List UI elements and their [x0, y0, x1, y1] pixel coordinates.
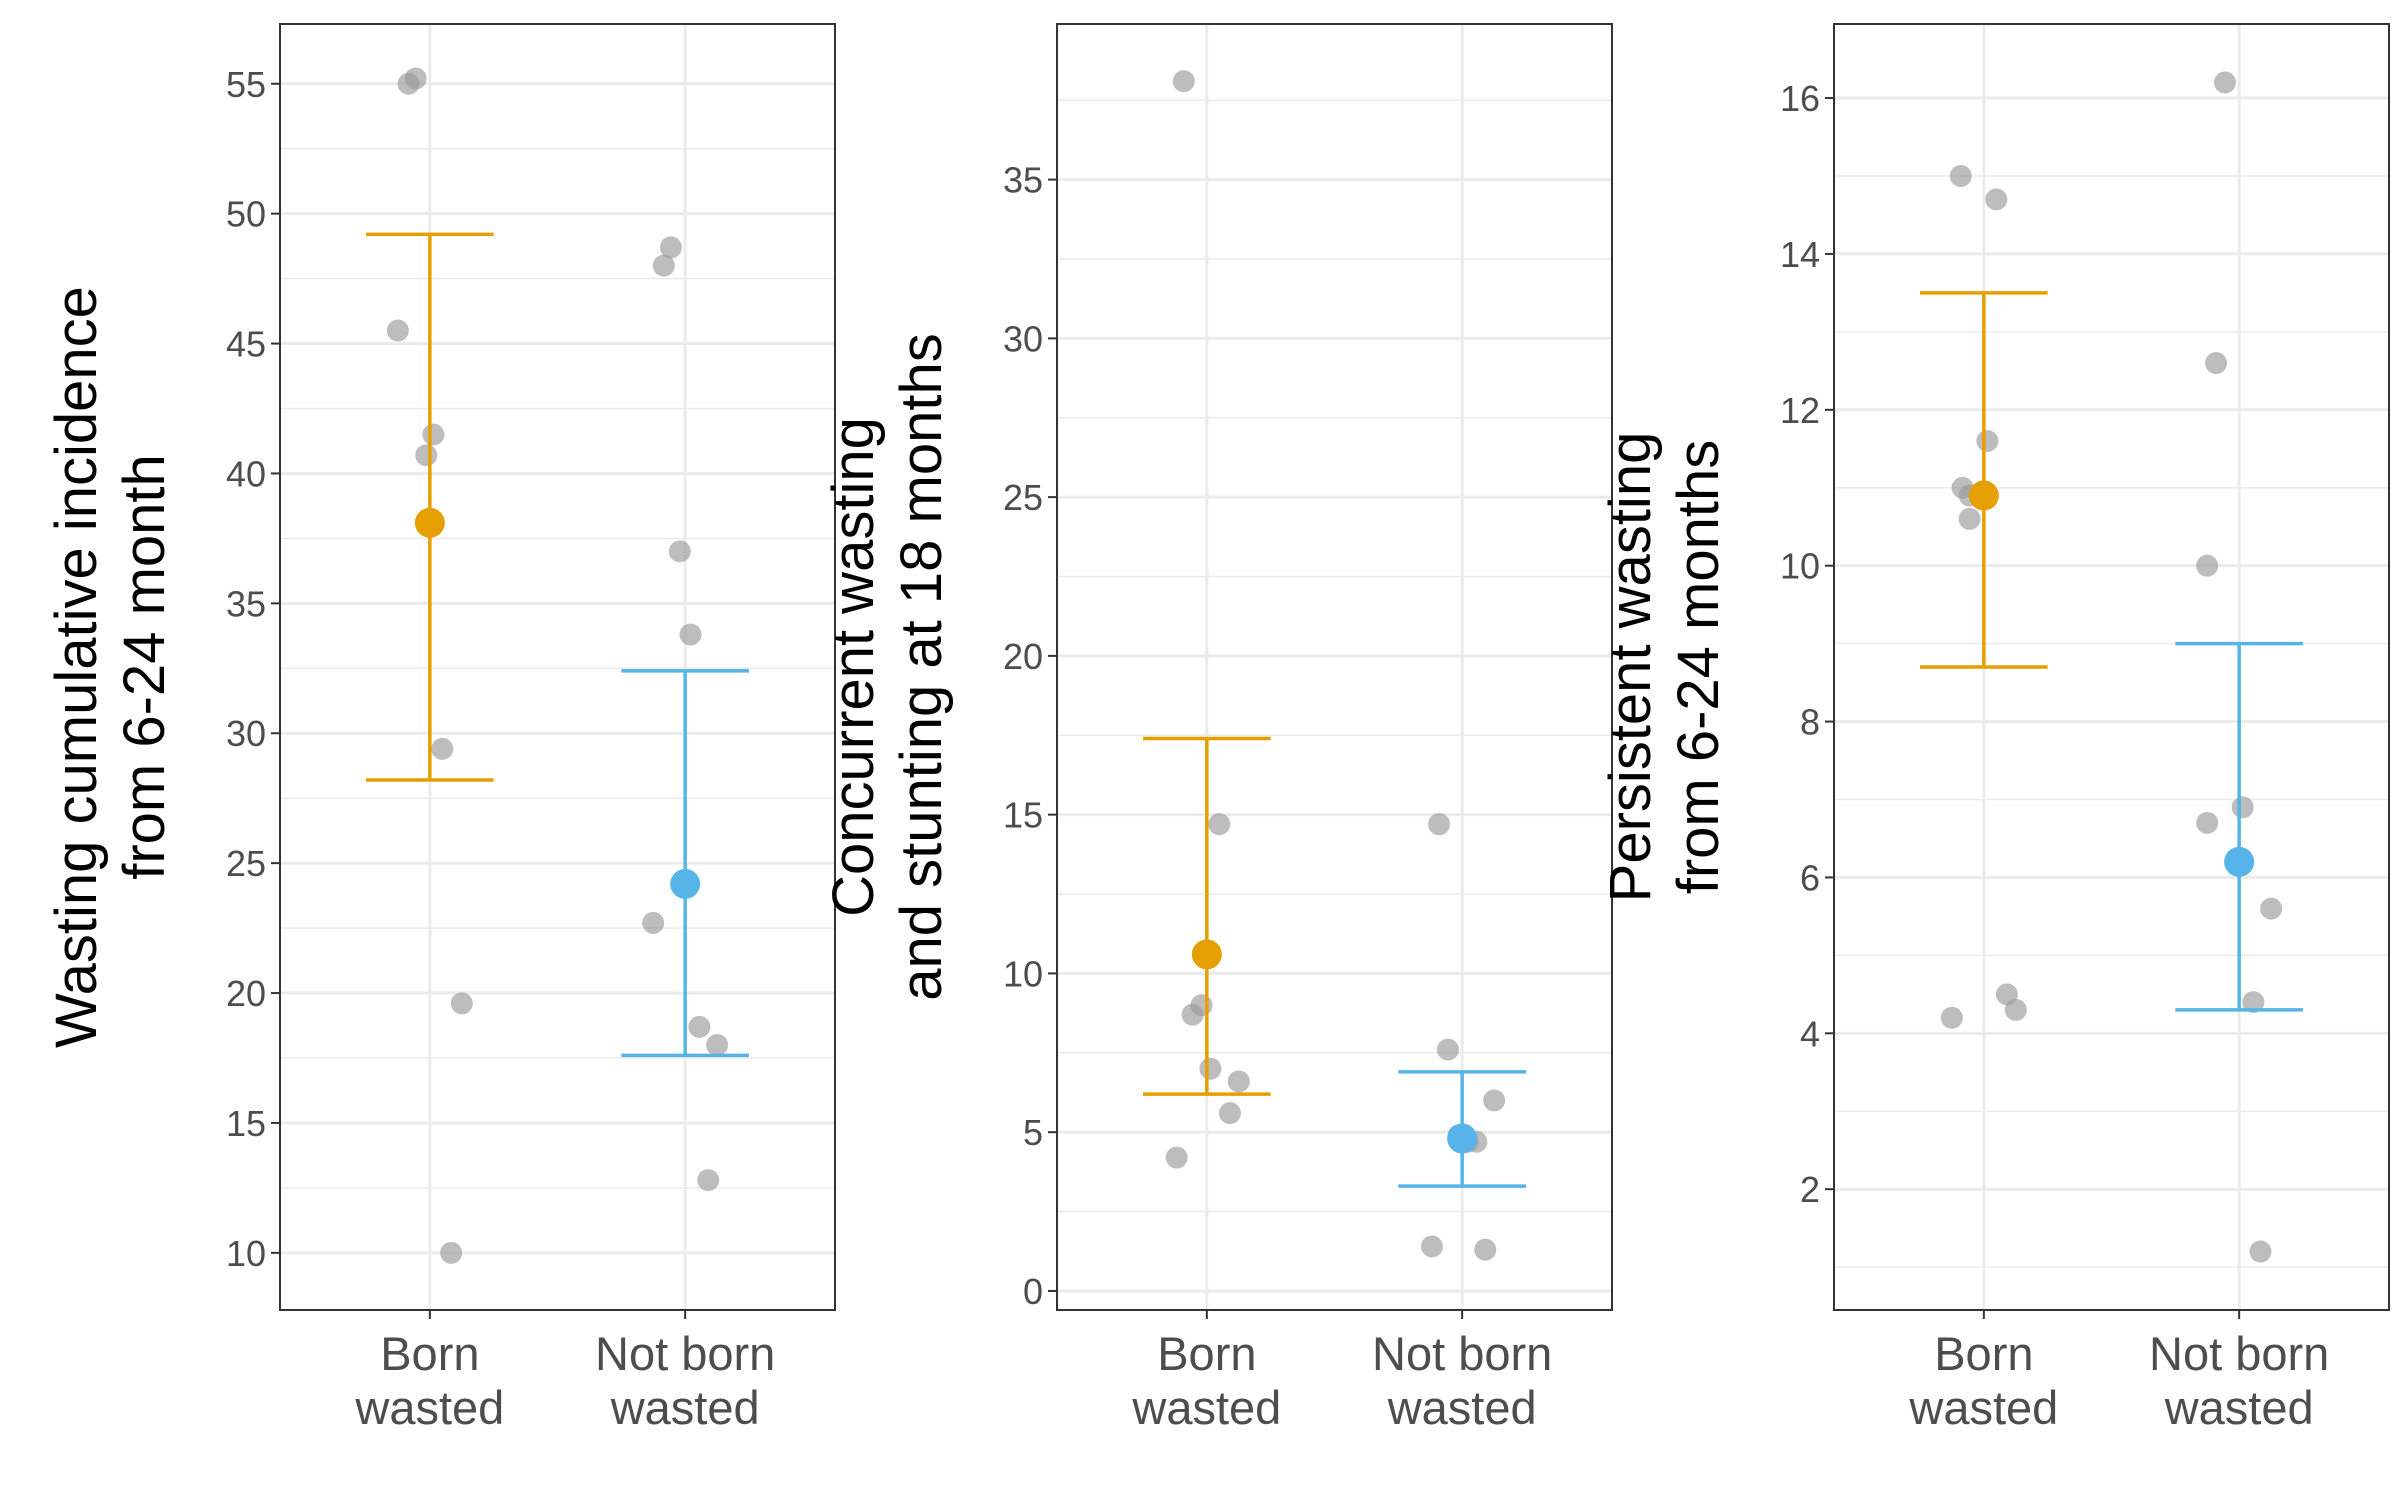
data-point: [2196, 554, 2219, 577]
chart-panel-3: 2 4 6 8 10 12 14 16 Born wasted Not born wasted Pers…: [1598, 23, 2390, 1434]
point-estimate: [1447, 1123, 1478, 1154]
panel-border: [1833, 23, 2390, 1311]
data-point: [440, 1241, 463, 1264]
data-point: [2242, 991, 2265, 1014]
y-tick-label: 5: [1023, 1112, 1043, 1153]
y-tick-label: 30: [1003, 318, 1043, 359]
panel-border: [279, 23, 836, 1311]
data-point: [1985, 188, 2008, 211]
point-estimate: [2224, 846, 2255, 877]
data-point: [1420, 1235, 1443, 1258]
data-point: [2196, 811, 2219, 834]
x-tick-label: Born wasted: [1908, 1327, 2058, 1434]
data-point: [415, 444, 438, 467]
y-tick-label: 10: [1780, 546, 1820, 587]
y-tick-label: 10: [226, 1233, 266, 1274]
x-tick-label: Not born wasted: [1372, 1327, 1552, 1434]
data-point: [404, 67, 427, 90]
y-tick-label: 2: [1800, 1169, 1820, 1210]
data-point: [431, 737, 454, 760]
point-estimate: [1191, 939, 1222, 970]
y-axis-title: Wasting cumulative incidencefrom 6-24 mo…: [44, 286, 177, 1048]
data-point: [697, 1169, 720, 1192]
y-axis-title-text: Concurrent wastingand stunting at 18 mon…: [821, 333, 954, 1000]
x-tick-label: Not born wasted: [595, 1327, 775, 1434]
y-tick-label: 12: [1780, 390, 1820, 431]
y-tick-label: 40: [226, 453, 266, 494]
data-point: [1474, 1238, 1497, 1261]
y-axis-title: Persistent wastingfrom 6-24 months: [1598, 432, 1731, 903]
chart-panel-2: 0 5 10 15 20 25 30 35 Born wasted Not born wasted Co…: [821, 23, 1613, 1434]
y-tick-label: 0: [1023, 1271, 1043, 1312]
y-tick-label: 50: [226, 194, 266, 235]
y-tick-label: 6: [1800, 857, 1820, 898]
y-tick-label: 30: [226, 713, 266, 754]
data-point: [668, 540, 691, 563]
data-point: [679, 623, 702, 646]
data-point: [688, 1015, 711, 1038]
y-axis-title-text: Persistent wastingfrom 6-24 months: [1598, 432, 1731, 903]
data-point: [659, 236, 682, 259]
panel-border: [1056, 23, 1613, 1311]
data-point: [2249, 1240, 2272, 1263]
data-point: [652, 254, 675, 277]
y-tick-label: 45: [226, 324, 266, 365]
data-point: [1218, 1102, 1241, 1125]
y-tick-label: 55: [226, 64, 266, 105]
data-point: [1181, 1003, 1204, 1026]
y-tick-label: 25: [1003, 477, 1043, 518]
data-point: [642, 911, 665, 934]
y-tick-label: 4: [1800, 1013, 1820, 1054]
data-point: [2213, 71, 2236, 94]
data-point: [1949, 164, 1972, 187]
data-point: [1208, 813, 1231, 836]
x-tick-label: Born wasted: [1131, 1327, 1281, 1434]
data-point: [450, 992, 473, 1015]
y-tick-label: 8: [1800, 702, 1820, 743]
data-point: [422, 423, 445, 446]
y-axis-title: Concurrent wastingand stunting at 18 mon…: [821, 333, 954, 1000]
data-point: [706, 1034, 729, 1057]
data-point: [386, 319, 409, 342]
x-tick-label: Born wasted: [354, 1327, 504, 1434]
data-point: [2260, 897, 2283, 920]
y-tick-label: 20: [1003, 636, 1043, 677]
data-point: [1436, 1038, 1459, 1061]
y-tick-label: 14: [1780, 234, 1820, 275]
point-estimate: [414, 507, 445, 538]
y-tick-label: 35: [226, 583, 266, 624]
data-point: [1428, 813, 1451, 836]
y-tick-label: 15: [226, 1103, 266, 1144]
data-point: [1976, 429, 1999, 452]
x-tick-label: Not born wasted: [2149, 1327, 2329, 1434]
data-point: [1199, 1057, 1222, 1080]
data-point: [2205, 352, 2228, 375]
data-point: [1483, 1089, 1506, 1112]
point-estimate: [1968, 480, 1999, 511]
data-point: [1958, 507, 1981, 530]
data-point: [1227, 1070, 1250, 1093]
data-point: [1172, 70, 1195, 93]
data-point: [2231, 796, 2254, 819]
y-tick-label: 35: [1003, 160, 1043, 201]
point-estimate: [670, 868, 701, 899]
y-tick-label: 16: [1780, 78, 1820, 119]
y-tick-label: 15: [1003, 795, 1043, 836]
y-tick-label: 20: [226, 973, 266, 1014]
y-tick-label: 10: [1003, 953, 1043, 994]
y-axis-title-text: Wasting cumulative incidencefrom 6-24 mo…: [44, 286, 177, 1048]
y-tick-label: 25: [226, 843, 266, 884]
data-point: [1940, 1006, 1963, 1029]
data-point: [2004, 998, 2027, 1021]
data-point: [1165, 1146, 1188, 1169]
chart-panel-1: 10 15 20 25 30 35 40 45 50 55 Born wasted Not born wa…: [44, 23, 836, 1434]
